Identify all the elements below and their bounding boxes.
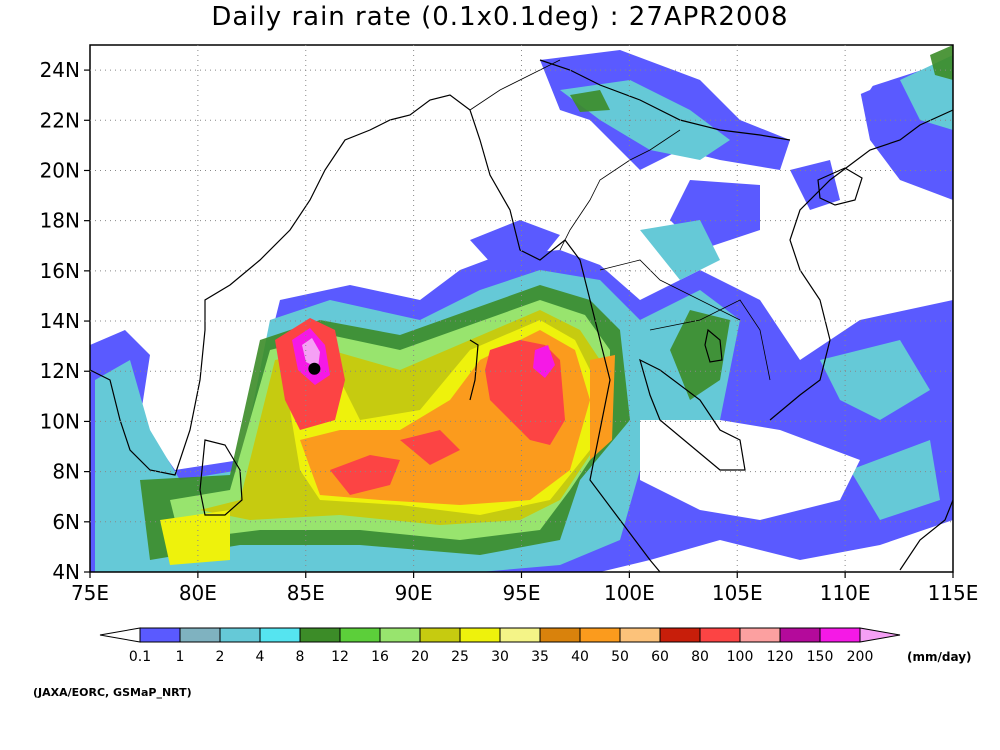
- units-label: (mm/day): [907, 650, 972, 664]
- colorbar-legend: 0.1 1 2 4 8 12 16 20 25 30 35 40 50 60 80 100 120 150 200: [99, 627, 901, 665]
- legend-swatch: [579, 627, 621, 643]
- lat-tick-label: 4N: [52, 560, 80, 584]
- longitude-axis: 75E 80E 85E 90E 95E 100E 105E 110E 115E: [71, 572, 978, 605]
- lon-tick-label: 80E: [179, 581, 217, 605]
- lat-tick-label: 24N: [40, 58, 80, 82]
- legend-level-label: 12: [331, 649, 349, 665]
- lon-tick-label: 95E: [502, 581, 540, 605]
- legend-swatch: [819, 627, 861, 643]
- lon-tick-label: 90E: [395, 581, 433, 605]
- lon-tick-label: 75E: [71, 581, 109, 605]
- legend-level-label: 25: [451, 649, 469, 665]
- legend-swatch: [539, 627, 581, 643]
- legend-level-label: 150: [807, 649, 834, 665]
- legend-swatch: [259, 627, 301, 643]
- legend-swatch: [419, 627, 461, 643]
- legend-level-label: 200: [847, 649, 874, 665]
- legend-level-label: 0.1: [129, 649, 151, 665]
- lat-tick-label: 10N: [40, 409, 80, 433]
- legend-swatch: [619, 627, 661, 643]
- legend-swatch: [179, 627, 221, 643]
- legend-swatch: [379, 627, 421, 643]
- legend-level-label: 8: [296, 649, 305, 665]
- storm-center-marker: [308, 362, 321, 375]
- legend-level-label: 35: [531, 649, 549, 665]
- legend-level-label: 2: [216, 649, 225, 665]
- lat-tick-label: 12N: [40, 359, 80, 383]
- lon-tick-label: 105E: [712, 581, 763, 605]
- legend-swatch: [739, 627, 781, 643]
- lat-tick-label: 16N: [40, 259, 80, 283]
- lon-tick-label: 85E: [287, 581, 325, 605]
- country-borders: [469, 59, 771, 381]
- clear-areas: [90, 45, 900, 520]
- legend-swatch: [139, 627, 181, 643]
- legend-swatch: [499, 627, 541, 643]
- lon-tick-label: 115E: [928, 581, 979, 605]
- lat-tick-label: 14N: [40, 309, 80, 333]
- markers: [308, 362, 321, 375]
- legend-level-label: 20: [411, 649, 429, 665]
- legend-swatch: [339, 627, 381, 643]
- legend-swatch: [459, 627, 501, 643]
- lat-tick-label: 18N: [40, 209, 80, 233]
- legend-over-arrow: [859, 627, 901, 643]
- legend-level-label: 1: [176, 649, 185, 665]
- legend-level-label: 50: [611, 649, 629, 665]
- legend-level-label: 80: [691, 649, 709, 665]
- legend-level-label: 120: [767, 649, 794, 665]
- legend-swatch: [659, 627, 701, 643]
- lon-tick-label: 100E: [604, 581, 655, 605]
- legend-level-label: 16: [371, 649, 389, 665]
- lat-tick-label: 6N: [52, 510, 80, 534]
- legend-swatch: [699, 627, 741, 643]
- legend-swatch: [219, 627, 261, 643]
- lon-tick-label: 110E: [820, 581, 871, 605]
- data-credit: (JAXA/EORC, GSMaP_NRT): [33, 686, 192, 699]
- legend-level-label: 60: [651, 649, 669, 665]
- legend-under-arrow: [99, 627, 141, 643]
- rain-band-pink: [302, 338, 320, 368]
- legend-level-label: 4: [256, 649, 265, 665]
- latitude-axis: 4N 6N 8N 10N 12N 14N 16N 18N 20N 22N 24N: [40, 58, 90, 584]
- lat-tick-label: 22N: [40, 108, 80, 132]
- legend-level-label: 100: [727, 649, 754, 665]
- legend-level-label: 40: [571, 649, 589, 665]
- lat-tick-label: 8N: [52, 460, 80, 484]
- legend-swatch: [299, 627, 341, 643]
- legend-level-label: 30: [491, 649, 509, 665]
- coastlines: [90, 59, 953, 572]
- lat-tick-label: 20N: [40, 158, 80, 182]
- rain-field: [90, 45, 953, 572]
- legend-swatch: [779, 627, 821, 643]
- map-title: Daily rain rate (0.1x0.1deg) : 27APR2008: [211, 2, 789, 32]
